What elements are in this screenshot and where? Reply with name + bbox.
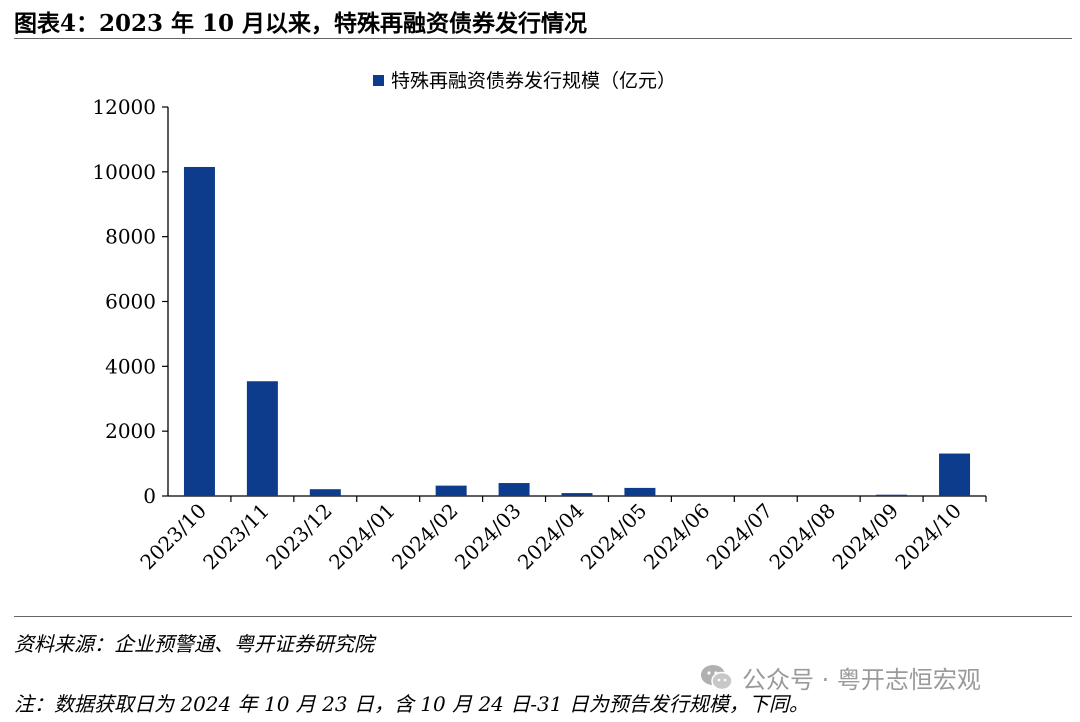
source-note: 资料来源：企业预警通、粤开证券研究院 xyxy=(14,632,374,656)
x-tick-label: 2024/05 xyxy=(576,499,652,575)
x-tick-label: 2024/06 xyxy=(639,499,715,575)
bar xyxy=(624,487,656,496)
bar xyxy=(435,485,467,496)
bar-chart: 特殊再融资债券发行规模（亿元） 0 2000 4000 6000 8000 10000 120… xyxy=(92,70,987,575)
y-tick-label: 4000 xyxy=(105,354,156,378)
y-tick-label: 12000 xyxy=(92,95,156,119)
legend-swatch xyxy=(373,75,384,86)
bar xyxy=(246,381,278,496)
x-tick-label: 2024/03 xyxy=(450,499,526,575)
x-tick-label: 2024/07 xyxy=(702,499,778,575)
footer-divider xyxy=(14,616,1072,617)
bar xyxy=(876,494,908,496)
figure-title: 图表4：2023 年 10 月以来，特殊再融资债券发行情况 xyxy=(14,10,588,37)
legend-label: 特殊再融资债券发行规模（亿元） xyxy=(391,70,676,92)
bar xyxy=(183,166,215,496)
x-tick-label: 2024/08 xyxy=(765,499,841,575)
watermark: 公众号 · 粤开志恒宏观 xyxy=(700,660,981,695)
x-tick-label: 2024/10 xyxy=(890,499,966,575)
y-tick-label: 10000 xyxy=(92,160,156,184)
title-divider xyxy=(14,38,1072,39)
bar xyxy=(561,493,593,496)
x-tick-label: 2023/10 xyxy=(135,499,211,575)
watermark-text: 公众号 · 粤开志恒宏观 xyxy=(742,666,981,694)
bar xyxy=(939,453,971,496)
y-tick-label: 6000 xyxy=(105,290,156,314)
y-tick-label: 2000 xyxy=(105,419,156,443)
x-tick-label: 2024/09 xyxy=(827,499,903,575)
bar xyxy=(309,489,341,496)
y-tick-label: 8000 xyxy=(105,225,156,249)
bar xyxy=(498,483,530,496)
x-tick-label: 2024/02 xyxy=(387,499,463,575)
x-tick-label: 2023/11 xyxy=(198,499,274,575)
x-tick-label: 2024/01 xyxy=(324,499,400,575)
wechat-icon xyxy=(701,664,733,690)
x-tick-label: 2024/04 xyxy=(513,499,589,575)
x-tick-label: 2023/12 xyxy=(261,499,337,575)
data-note: 注：数据获取日为 2024 年 10 月 23 日，含 10 月 24 日-31… xyxy=(14,692,809,716)
y-tick-label: 0 xyxy=(143,484,156,508)
